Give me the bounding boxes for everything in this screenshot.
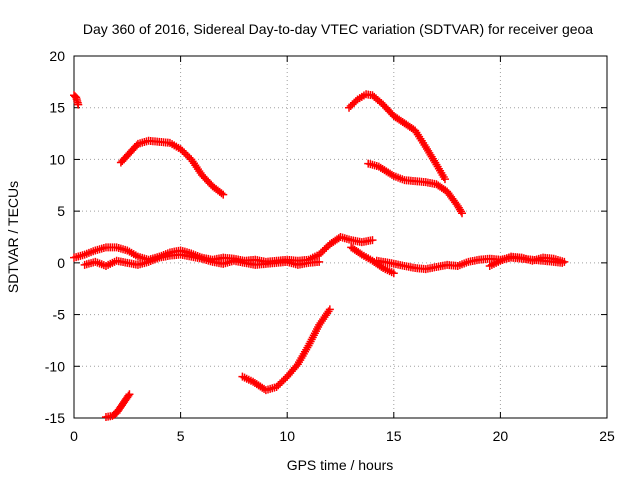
data-marker — [320, 245, 329, 254]
data-point — [272, 382, 281, 391]
data-point — [440, 175, 449, 184]
data-marker — [322, 243, 331, 252]
y-tick-label: 5 — [57, 203, 65, 219]
series-arc-6 — [364, 159, 467, 218]
x-axis-label: GPS time / hours — [287, 457, 394, 473]
data-point — [74, 100, 83, 109]
data-marker — [316, 248, 325, 257]
data-marker — [318, 247, 327, 256]
plot-frame — [73, 55, 608, 419]
x-tick-label: 15 — [386, 428, 402, 444]
data-series — [70, 90, 569, 421]
grid — [74, 56, 607, 418]
x-tick-label: 25 — [599, 428, 615, 444]
data-point — [176, 145, 185, 154]
series-arc-8 — [80, 250, 324, 270]
data-marker — [178, 146, 187, 155]
data-point — [325, 305, 334, 314]
y-tick-label: -5 — [53, 307, 66, 323]
y-tick-label: 15 — [49, 100, 65, 116]
data-marker — [124, 391, 133, 400]
y-tick-label: 20 — [49, 48, 65, 64]
x-tick-label: 0 — [70, 428, 78, 444]
series-arc-5 — [345, 90, 449, 184]
y-tick-label: 10 — [49, 151, 65, 167]
data-marker — [180, 148, 189, 157]
series-arc-4 — [238, 305, 334, 395]
data-point — [125, 390, 134, 399]
chart-title: Day 360 of 2016, Sidereal Day-to-day VTE… — [83, 21, 593, 37]
data-marker — [181, 150, 190, 159]
y-tick-label: -10 — [45, 358, 65, 374]
y-tick-label: -15 — [45, 410, 65, 426]
data-point — [389, 269, 398, 278]
data-marker — [183, 151, 192, 160]
series-arc-2 — [101, 390, 134, 421]
axis-ticks: 0 5 10 15 20 25 -15 -10 -5 0 5 10 15 20 — [45, 48, 615, 444]
data-marker — [276, 379, 285, 388]
data-point — [315, 257, 324, 266]
data-point — [368, 236, 377, 245]
data-marker — [274, 381, 283, 390]
y-tick-label: 0 — [57, 255, 65, 271]
series-arc-3 — [116, 136, 228, 199]
x-tick-label: 5 — [177, 428, 185, 444]
data-marker — [277, 377, 286, 386]
x-tick-label: 10 — [279, 428, 295, 444]
x-tick-label: 20 — [493, 428, 509, 444]
data-point — [219, 190, 228, 199]
data-marker — [279, 376, 288, 385]
data-point — [458, 209, 467, 218]
data-point — [560, 257, 569, 266]
data-marker — [217, 189, 226, 198]
series-arc-1 — [70, 91, 83, 109]
data-point — [315, 250, 324, 259]
y-axis-label: SDTVAR / TECUs — [5, 181, 21, 293]
series-arc-11 — [485, 252, 569, 270]
data-marker — [456, 207, 465, 216]
